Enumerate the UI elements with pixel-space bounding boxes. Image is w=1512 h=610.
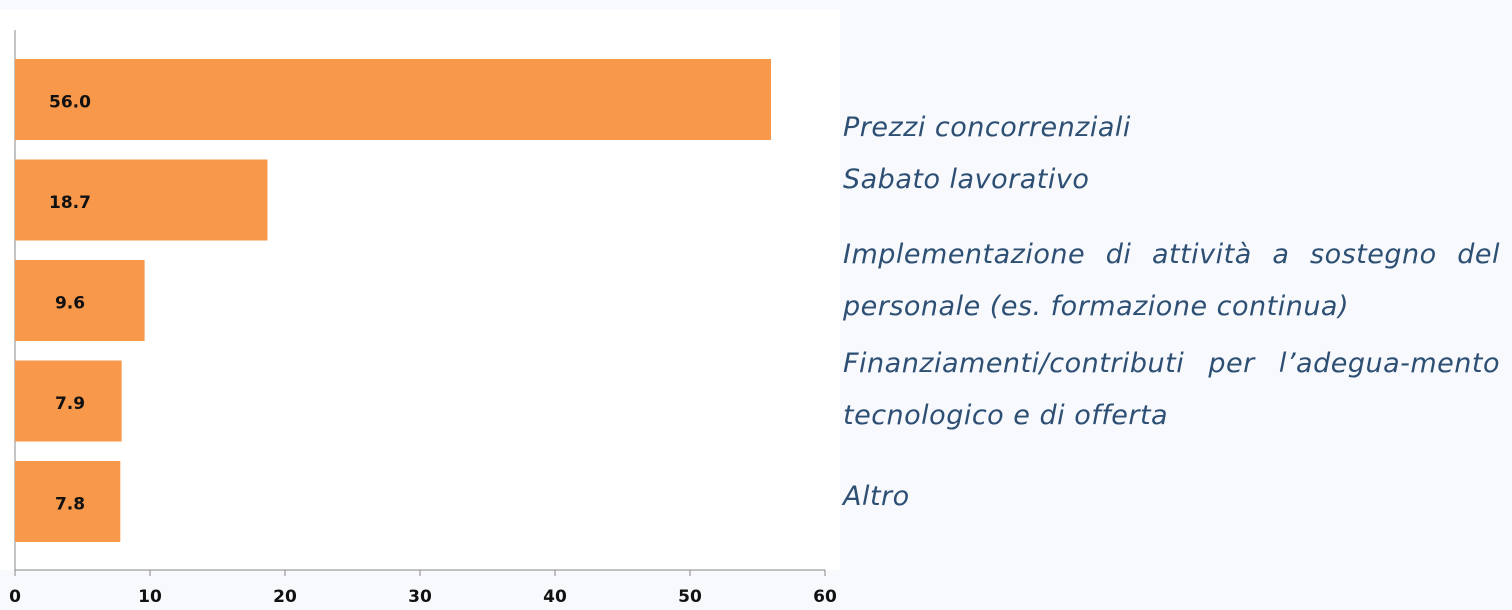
value-label: 9.6 <box>55 294 85 314</box>
category-label: Sabato lavorativo <box>843 164 1090 195</box>
category-label: Implementazione di attività a sostegno d… <box>843 239 1500 322</box>
x-tick-label: 60 <box>813 587 837 607</box>
value-label: 56.0 <box>49 93 91 113</box>
bar <box>15 59 771 140</box>
value-label: 7.8 <box>55 495 85 515</box>
value-label: 18.7 <box>49 193 91 213</box>
category-label: Prezzi concorrenziali <box>843 112 1131 143</box>
category-label: Finanziamenti/contributi per l’adegua-me… <box>843 348 1500 431</box>
category-label: Altro <box>843 481 910 512</box>
x-tick-label: 10 <box>138 587 162 607</box>
bar <box>15 159 268 241</box>
x-tick-label: 20 <box>273 587 297 607</box>
value-label: 7.9 <box>55 394 85 414</box>
bar <box>15 360 122 442</box>
x-tick-label: 30 <box>408 587 432 607</box>
bar <box>15 461 121 542</box>
x-tick-label: 50 <box>678 587 702 607</box>
bar <box>15 260 145 341</box>
x-tick-label: 40 <box>543 587 567 607</box>
x-tick-label: 0 <box>9 587 21 607</box>
